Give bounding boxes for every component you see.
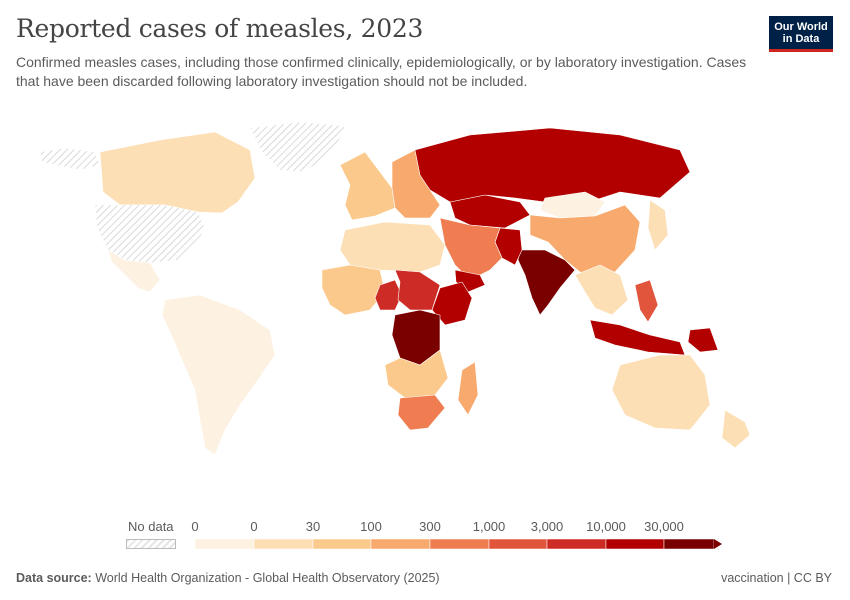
owid-logo[interactable]: Our World in Data: [769, 16, 833, 52]
region-europe-west[interactable]: [339, 151, 396, 221]
region-new-zealand[interactable]: [721, 409, 751, 449]
chart-title: Reported cases of measles, 2023: [16, 14, 424, 43]
region-philippines[interactable]: [634, 279, 659, 323]
region-japan[interactable]: [647, 199, 669, 251]
region-kazakhstan[interactable]: [449, 194, 531, 229]
legend-bin-6[interactable]: [546, 538, 607, 550]
legend-tick-label: 100: [360, 519, 382, 534]
legend-tick-label: 3,000: [530, 519, 564, 534]
legend-bin-0[interactable]: [194, 538, 255, 550]
legend-tick-label: 1,000: [472, 519, 506, 534]
region-papua-new-guinea[interactable]: [687, 327, 719, 353]
data-source-label: Data source:: [16, 571, 92, 585]
legend-bin-8[interactable]: [663, 538, 715, 550]
region-middle-east[interactable]: [439, 217, 503, 281]
legend-bin-4[interactable]: [429, 538, 490, 550]
legend-tick-label: 30,000: [644, 519, 684, 534]
region-australia[interactable]: [611, 354, 711, 431]
world-map[interactable]: [0, 110, 850, 510]
legend-tick-label: 30: [305, 519, 321, 534]
region-russia[interactable]: [414, 127, 691, 206]
legend-bin-2[interactable]: [312, 538, 372, 550]
region-south-africa[interactable]: [397, 394, 446, 431]
legend-tick-label: 10,000: [586, 519, 626, 534]
legend-no-data-swatch: [126, 539, 176, 549]
legend-bin-7[interactable]: [605, 538, 665, 550]
region-greenland[interactable]: [249, 121, 346, 173]
logo-line-1: Our World: [774, 21, 828, 33]
color-legend: No data 0 0 30 100 300 1,000 3,000 10,000 30,000: [0, 516, 850, 556]
region-india[interactable]: [517, 249, 576, 316]
legend-no-data-label: No data: [128, 519, 174, 534]
region-southern-africa[interactable]: [384, 349, 449, 399]
legend-bin-3[interactable]: [370, 538, 431, 550]
region-mexico[interactable]: [107, 249, 161, 293]
region-china[interactable]: [529, 204, 641, 281]
legend-color-bar: [194, 538, 722, 550]
region-north-africa[interactable]: [339, 221, 446, 273]
chart-subtitle: Confirmed measles cases, including those…: [16, 54, 747, 89]
legend-bin-1[interactable]: [253, 538, 314, 550]
region-canada[interactable]: [99, 131, 256, 214]
legend-bin-5[interactable]: [488, 538, 548, 550]
region-indonesia[interactable]: [589, 319, 686, 356]
region-alaska[interactable]: [39, 147, 101, 171]
legend-tick-label: 0: [250, 519, 258, 534]
region-south-america[interactable]: [161, 294, 276, 456]
region-sudan[interactable]: [394, 269, 441, 311]
region-sahel-west[interactable]: [321, 264, 386, 316]
region-nigeria[interactable]: [374, 279, 403, 311]
logo-line-2: in Data: [782, 33, 820, 45]
data-source[interactable]: Data source: World Health Organization -…: [16, 571, 440, 585]
region-united-states[interactable]: [94, 204, 206, 264]
data-source-text[interactable]: World Health Organization - Global Healt…: [95, 571, 440, 585]
legend-arrow: [714, 539, 722, 549]
region-madagascar[interactable]: [457, 361, 479, 416]
region-southeast-asia[interactable]: [574, 264, 629, 316]
legend-tick-label: 0: [191, 519, 199, 534]
license-text[interactable]: vaccination | CC BY: [721, 571, 832, 585]
legend-tick-label: 300: [419, 519, 441, 534]
